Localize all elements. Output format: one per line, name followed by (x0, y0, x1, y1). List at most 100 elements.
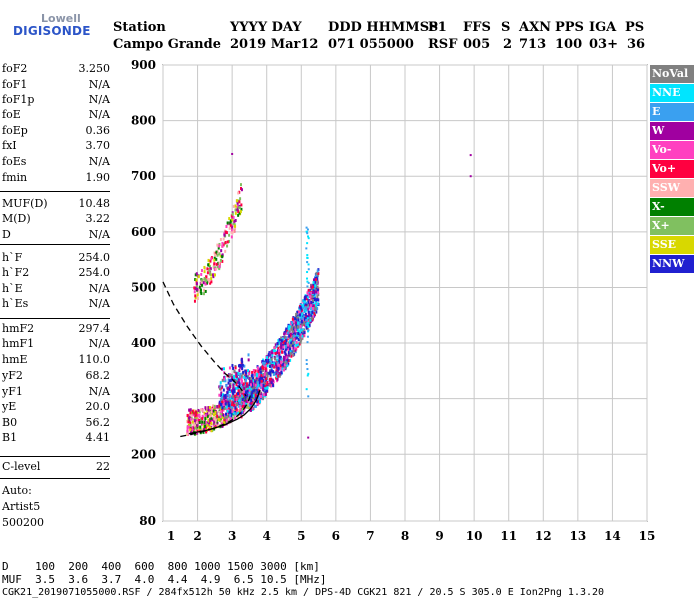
echo-point (309, 318, 312, 322)
echo-point (248, 404, 251, 408)
echo-point (302, 305, 305, 309)
legend-item: Vo- (650, 141, 694, 159)
echo-point (240, 411, 243, 415)
echo-point (202, 292, 205, 296)
echo-point (244, 377, 247, 381)
echo-point (262, 384, 265, 388)
echo-point (300, 326, 303, 330)
echo-point (232, 229, 235, 233)
echo-point (253, 404, 256, 408)
echo-point (270, 369, 273, 373)
echo-point (250, 394, 253, 398)
ps-label: PS (625, 20, 645, 35)
echo-point (221, 241, 224, 245)
echo-point (284, 352, 287, 356)
echo-point (208, 269, 211, 273)
echo-point (277, 366, 280, 370)
echo-point (248, 390, 251, 394)
echo-point (247, 381, 250, 385)
echo-point (241, 366, 244, 370)
echo-point (233, 394, 236, 398)
echo-point (274, 362, 277, 366)
echo-point (213, 262, 216, 266)
echo-point (308, 294, 311, 298)
param-row: foF1p N/A (2, 93, 110, 107)
echo-point (276, 361, 279, 365)
echo-point (285, 332, 288, 336)
echo-point (234, 406, 237, 410)
echo-point (198, 288, 201, 292)
separator (0, 244, 110, 245)
echo-point (250, 396, 253, 400)
param-value: 297.4 (78, 322, 111, 335)
echo-point (238, 401, 241, 405)
echo-point (221, 244, 224, 248)
echo-point (250, 392, 253, 396)
echo-point (218, 410, 221, 414)
echo-point (276, 343, 279, 347)
echo-point (248, 377, 251, 381)
echo-point (226, 400, 229, 404)
echo-point (228, 384, 231, 388)
echo-point (256, 402, 259, 406)
echo-point (210, 429, 213, 433)
echo-point (229, 220, 232, 224)
echo-point (307, 395, 310, 398)
echo-point (261, 360, 264, 364)
param-row: hmF2 297.4 (2, 322, 110, 336)
echo-point (262, 393, 265, 397)
echo-point (243, 390, 246, 394)
echo-point (251, 406, 254, 410)
echo-point (299, 325, 302, 329)
echo-point (228, 233, 231, 237)
echo-point (262, 372, 265, 376)
echo-point (306, 228, 309, 231)
param-value: N/A (88, 282, 110, 295)
x-tick-label: 13 (570, 529, 587, 543)
separator (0, 478, 110, 479)
echo-point (307, 281, 310, 284)
echo-point (241, 406, 244, 410)
param-key: B0 (2, 416, 18, 429)
param-value: 4.41 (85, 431, 111, 444)
echo-point (277, 360, 280, 364)
ffs-label: FFS (463, 20, 491, 35)
echo-point (215, 267, 218, 271)
legend-item: SSE (650, 236, 694, 254)
echo-point (236, 377, 239, 381)
echo-point (262, 388, 265, 392)
echo-point (294, 337, 297, 341)
echo-point (312, 298, 315, 302)
echo-point (235, 386, 238, 390)
param-row: B1 4.41 (2, 431, 110, 445)
echo-point (274, 349, 277, 353)
auto-label: Auto: (2, 484, 32, 497)
echo-point (195, 280, 198, 284)
echo-point (245, 401, 248, 405)
echo-point (284, 363, 287, 367)
echo-point (292, 332, 295, 336)
echo-point (273, 362, 276, 366)
param-key: hmF1 (2, 337, 35, 350)
echo-point (282, 345, 285, 349)
echo-point (256, 390, 259, 394)
echo-point (214, 418, 217, 422)
echo-point (273, 350, 276, 354)
echo-point (234, 416, 237, 420)
echo-point (248, 400, 251, 404)
echo-point (266, 374, 269, 378)
echo-point (215, 262, 218, 266)
echo-point (237, 191, 240, 195)
echo-point (235, 392, 238, 396)
echo-point (243, 364, 246, 368)
echo-point (195, 272, 198, 276)
echo-point (196, 421, 199, 425)
echo-point (314, 308, 317, 312)
echo-point (261, 376, 264, 380)
param-row: foEp 0.36 (2, 124, 110, 138)
echo-point (220, 391, 223, 395)
param-key: MUF(D) (2, 197, 48, 210)
echo-point (210, 280, 213, 284)
